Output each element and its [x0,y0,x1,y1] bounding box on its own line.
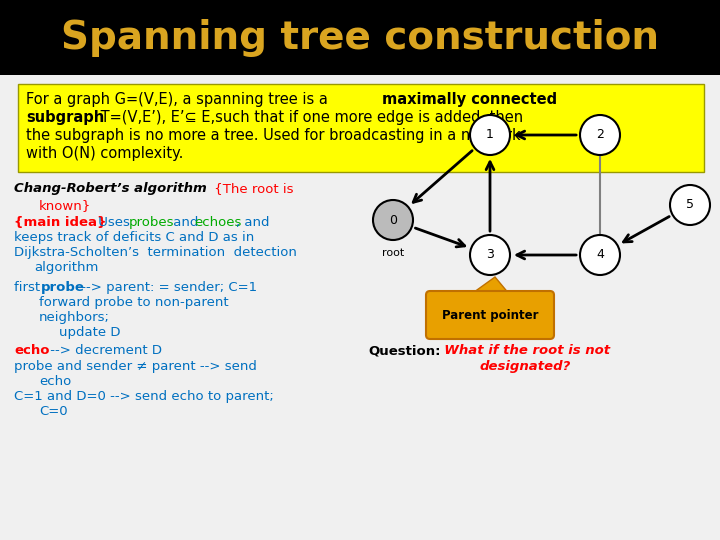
Text: echo: echo [39,375,71,388]
Text: T=(V,E’), E’⊆ E,such that if one more edge is added, then: T=(V,E’), E’⊆ E,such that if one more ed… [96,110,523,125]
Text: , and: , and [236,216,269,229]
Text: and: and [169,216,202,229]
Circle shape [373,200,413,240]
Text: C=1 and D=0 --> send echo to parent;: C=1 and D=0 --> send echo to parent; [14,390,274,403]
Text: probe: probe [41,281,85,294]
Text: Question:: Question: [368,344,441,357]
Text: designated?: designated? [480,360,571,373]
Polygon shape [470,277,510,295]
Text: subgraph: subgraph [26,110,104,125]
Text: {The root is: {The root is [210,182,294,195]
Bar [0,0,720,75]
Text: probes: probes [129,216,174,229]
Text: {main idea}: {main idea} [14,216,107,229]
Text: first: first [14,281,45,294]
Text: 0: 0 [389,213,397,226]
Text: 1: 1 [486,129,494,141]
Text: neighbors;: neighbors; [39,311,110,324]
Text: Spanning tree construction: Spanning tree construction [61,19,659,57]
Text: known}: known} [39,199,91,212]
Text: echoes: echoes [194,216,241,229]
Text: What if the root is not: What if the root is not [435,344,610,357]
Text: update D: update D [59,326,120,339]
Text: echo: echo [14,344,50,357]
FancyBboxPatch shape [426,291,554,339]
Circle shape [470,235,510,275]
Text: Parent pointer: Parent pointer [442,308,539,321]
Text: 4: 4 [596,248,604,261]
Text: with O(N) complexity.: with O(N) complexity. [26,146,184,161]
Text: root: root [382,248,404,258]
Text: --> parent: = sender; C=1: --> parent: = sender; C=1 [77,281,257,294]
Text: algorithm: algorithm [34,261,99,274]
Text: the subgraph is no more a tree. Used for broadcasting in a network: the subgraph is no more a tree. Used for… [26,128,521,143]
Text: Dijkstra-Scholten’s  termination  detection: Dijkstra-Scholten’s termination detectio… [14,246,297,259]
Text: For a graph G=(V,E), a spanning tree is a: For a graph G=(V,E), a spanning tree is … [26,92,333,107]
Text: forward probe to non-parent: forward probe to non-parent [39,296,229,309]
Text: probe and sender ≠ parent --> send: probe and sender ≠ parent --> send [14,360,257,373]
Text: --> decrement D: --> decrement D [46,344,162,357]
Text: C=0: C=0 [39,405,68,418]
Text: keeps track of deficits C and D as in: keeps track of deficits C and D as in [14,231,254,244]
Text: 5: 5 [686,199,694,212]
Circle shape [470,115,510,155]
Text: 3: 3 [486,248,494,261]
Text: maximally connected: maximally connected [382,92,557,107]
Bar [18,84,704,172]
Text: 2: 2 [596,129,604,141]
Circle shape [670,185,710,225]
Circle shape [580,115,620,155]
Text: Uses: Uses [94,216,134,229]
Circle shape [580,235,620,275]
Text: Chang-Robert’s algorithm: Chang-Robert’s algorithm [14,182,207,195]
